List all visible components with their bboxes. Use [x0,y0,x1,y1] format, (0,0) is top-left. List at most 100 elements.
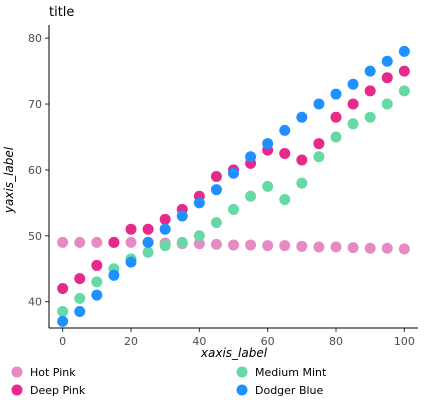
point-deep-pink [381,72,393,84]
point-medium-mint [313,151,325,163]
point-dodger-blue [330,88,342,100]
point-medium-mint [159,240,171,252]
point-deep-pink [210,171,222,182]
point-dodger-blue [57,315,69,327]
point-deep-pink [142,223,154,235]
legend-key-hot-pink [11,366,23,378]
point-medium-mint [193,230,205,242]
point-hot-pink [262,240,274,252]
point-deep-pink [91,259,103,271]
legend-key-deep-pink [11,384,23,396]
legend-label-dodger-blue: Dodger Blue [255,384,324,397]
point-dodger-blue [108,269,120,281]
y-axis: 40 50 60 70 80 [28,32,49,309]
point-hot-pink [125,236,137,248]
point-hot-pink [245,239,257,251]
chart-title: title [49,5,74,20]
y-tick-label: 80 [28,32,42,45]
point-hot-pink [228,239,239,251]
x-tick-label: 0 [59,335,66,348]
point-deep-pink [108,236,120,248]
point-dodger-blue [364,65,376,77]
point-dodger-blue [398,45,410,57]
x-axis: 0 20 40 60 80 100 [59,328,415,348]
point-medium-mint [296,177,308,189]
point-hot-pink [74,236,86,248]
y-tick-label: 70 [28,98,42,111]
x-axis-title: xaxis_label [200,346,268,360]
point-dodger-blue [91,289,103,301]
point-deep-pink [74,273,86,285]
point-hot-pink [347,242,359,254]
point-hot-pink [279,240,291,252]
point-deep-pink [398,65,410,77]
point-deep-pink [125,223,137,235]
legend-label-deep-pink: Deep Pink [30,384,86,397]
point-hot-pink [330,241,342,253]
legend-label-medium-mint: Medium Mint [255,366,327,379]
point-dodger-blue [313,98,325,110]
point-hot-pink [296,240,308,252]
point-dodger-blue [228,167,239,179]
x-tick-label: 40 [192,335,206,348]
legend-key-medium-mint [236,366,248,378]
point-deep-pink [364,85,376,97]
point-deep-pink [279,147,291,159]
point-medium-mint [330,131,342,143]
point-dodger-blue [279,124,291,136]
point-hot-pink [381,242,393,254]
point-dodger-blue [125,256,137,268]
point-medium-mint [142,246,154,258]
point-dodger-blue [176,210,188,222]
point-hot-pink [193,238,205,250]
point-deep-pink [330,111,342,123]
data-points [57,45,410,327]
point-dodger-blue [210,184,222,196]
y-tick-label: 40 [28,296,42,309]
point-medium-mint [74,292,86,304]
point-medium-mint [91,276,103,288]
point-hot-pink [364,242,376,254]
point-hot-pink [57,236,69,248]
point-hot-pink [91,236,103,248]
point-medium-mint [210,217,222,229]
legend-key-dodger-blue [236,384,248,396]
point-hot-pink [210,238,222,250]
point-dodger-blue [262,138,274,150]
point-dodger-blue [142,236,154,248]
x-tick-label: 20 [124,335,138,348]
point-dodger-blue [74,306,86,318]
point-deep-pink [57,282,69,294]
legend-label-hot-pink: Hot Pink [30,366,76,379]
point-dodger-blue [296,111,308,123]
point-dodger-blue [193,197,205,209]
point-medium-mint [176,236,188,248]
x-tick-label: 60 [261,335,275,348]
x-tick-label: 100 [394,335,415,348]
point-deep-pink [313,138,325,150]
point-dodger-blue [159,223,171,235]
point-medium-mint [57,306,69,318]
point-hot-pink [398,243,410,255]
point-deep-pink [296,154,308,166]
point-dodger-blue [347,78,359,90]
legend: Hot Pink Medium Mint Deep Pink Dodger Blue [11,366,327,397]
point-medium-mint [228,203,239,215]
point-hot-pink [313,241,325,253]
point-medium-mint [245,190,257,202]
point-deep-pink [347,98,359,110]
point-medium-mint [347,118,359,130]
y-axis-title: yaxis_label [2,146,16,214]
point-medium-mint [279,194,291,206]
y-tick-label: 60 [28,164,42,177]
point-medium-mint [262,180,274,192]
point-dodger-blue [245,151,257,163]
point-deep-pink [159,213,171,225]
y-tick-label: 50 [28,230,42,243]
point-medium-mint [381,98,393,110]
point-medium-mint [398,85,410,97]
x-tick-label: 80 [329,335,343,348]
point-medium-mint [364,111,376,123]
point-dodger-blue [381,55,393,67]
